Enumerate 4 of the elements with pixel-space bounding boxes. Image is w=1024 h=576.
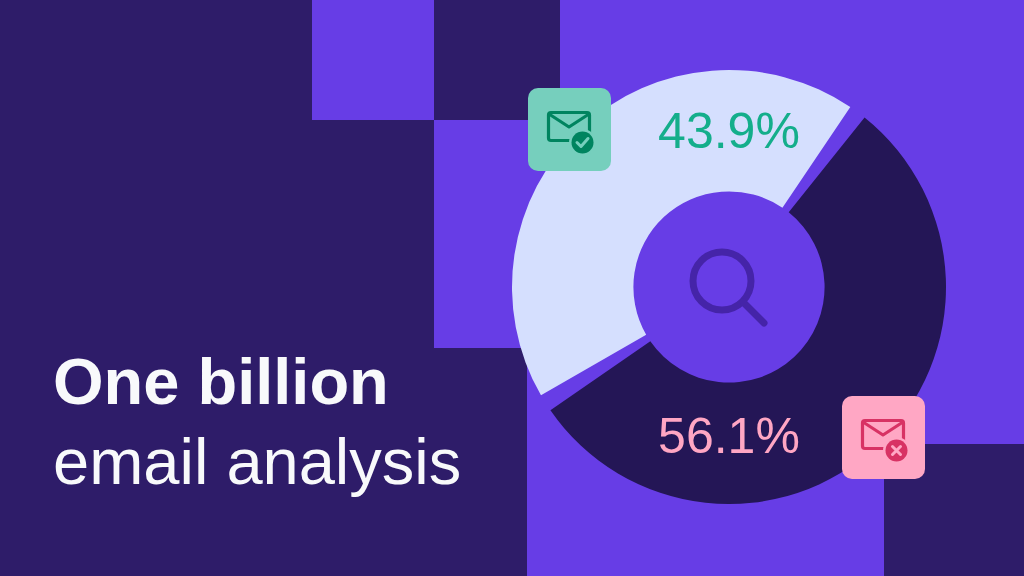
text: email analysis <box>53 425 462 498</box>
text: One billion <box>53 345 389 418</box>
data-label: 56.1% <box>658 408 800 465</box>
data-label: 43.9% <box>658 103 800 160</box>
